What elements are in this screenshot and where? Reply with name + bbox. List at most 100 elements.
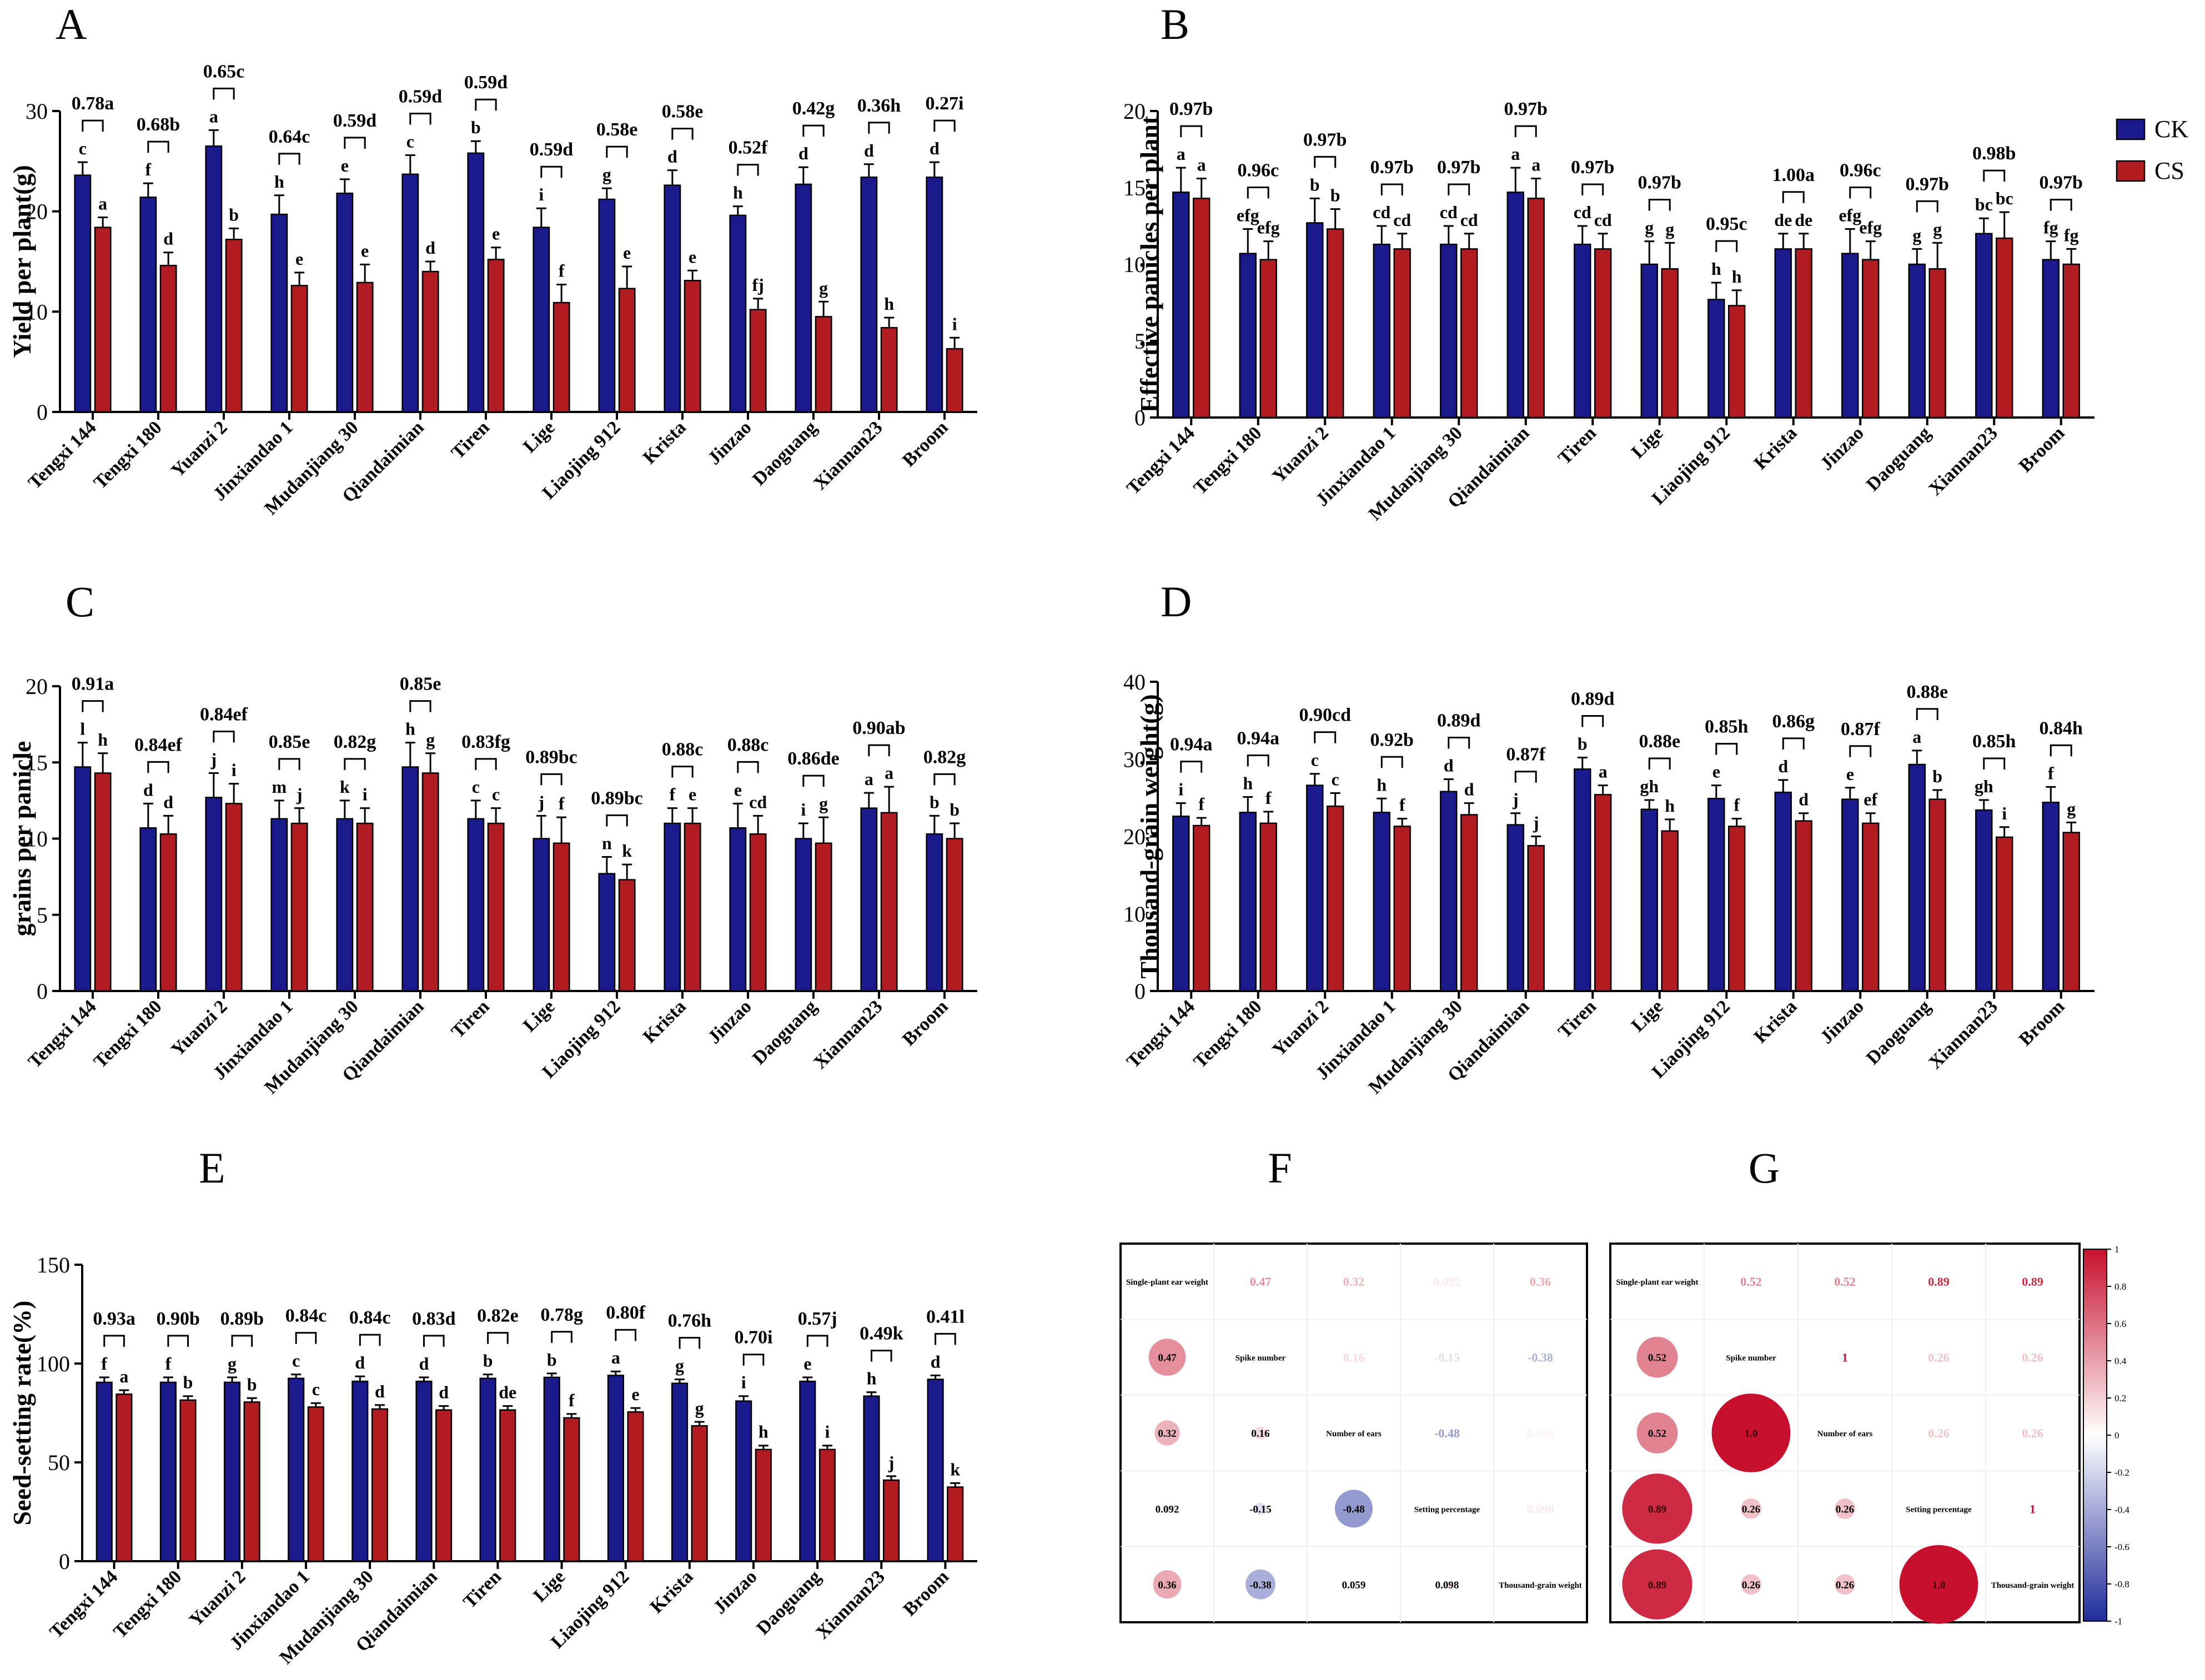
bar-cs: [1327, 805, 1344, 992]
significance-letter: gh: [1975, 776, 1993, 796]
bar-cs: [499, 1409, 516, 1562]
panel-f: F Single-plant ear weight 0.47 0.32 0.092 0.3…: [1119, 1144, 1588, 1623]
comparison-bracket: [278, 758, 300, 770]
y-tick-label: 20: [1123, 99, 1146, 124]
correlation-value-upper: 0.89: [2022, 1275, 2043, 1289]
bar-ck: [1574, 243, 1591, 419]
comparison-bracket: [802, 124, 825, 137]
y-axis-title: Effective panicles per plant: [1135, 115, 1163, 413]
bar-ck: [401, 173, 419, 413]
significance-letter: i: [232, 760, 237, 780]
bar-cs: [815, 316, 832, 413]
ratio-label: 0.58e: [596, 119, 638, 140]
bar-cs: [749, 833, 767, 992]
y-tick-label: 30: [1123, 747, 1146, 772]
bar-ck: [927, 1379, 944, 1562]
bar-ck: [205, 145, 223, 413]
significance-letter: fg: [2064, 225, 2079, 245]
bar-cs: [159, 833, 177, 992]
bar-cs: [2062, 263, 2080, 419]
comparison-bracket: [806, 1335, 828, 1347]
bar-ck: [598, 198, 616, 413]
y-axis-title: grains per panicle: [8, 741, 36, 937]
comparison-bracket: [1448, 736, 1470, 749]
correlation-circle: [1899, 1545, 1978, 1624]
x-tick-label: Broom: [900, 1566, 953, 1620]
correlation-value-upper: 0.36: [1530, 1275, 1551, 1289]
ratio-label: 0.95c: [1706, 214, 1747, 234]
significance-letter: a: [1511, 144, 1520, 164]
bar-ck: [1707, 299, 1725, 419]
colorbar-tick-label: -0.6: [2114, 1542, 2129, 1552]
significance-letter: bc: [1975, 194, 1993, 214]
x-tick-label: Yuanzi 2: [1268, 422, 1332, 486]
significance-letter: i: [363, 784, 368, 804]
bar-ck: [1172, 816, 1190, 992]
x-tick-label: Broom: [2015, 996, 2069, 1050]
significance-letter: d: [355, 1352, 365, 1372]
correlation-value: 0.26: [1742, 1580, 1760, 1591]
significance-letter: h: [1243, 773, 1253, 793]
panel-label: B: [1161, 0, 1189, 48]
y-tick-label: 20: [26, 199, 48, 224]
significance-letter: h: [1377, 774, 1387, 794]
correlation-value: 0.26: [1836, 1503, 1854, 1515]
bar-cs: [1193, 824, 1211, 992]
ratio-label: 0.85e: [400, 674, 441, 695]
significance-letter: d: [1778, 756, 1788, 776]
comparison-bracket: [1180, 761, 1203, 773]
significance-letter: g: [819, 278, 828, 298]
x-tick-label: Xiannan23: [810, 996, 886, 1073]
significance-letter: h: [759, 1422, 769, 1442]
ratio-label: 0.97b: [1571, 157, 1614, 178]
ratio-label: 0.80f: [606, 1302, 646, 1323]
significance-letter: f: [145, 159, 152, 179]
comparison-bracket: [671, 128, 694, 140]
correlation-value: 0.89: [1648, 1580, 1666, 1591]
significance-letter: e: [295, 249, 303, 269]
x-tick-label: Krista: [639, 417, 690, 468]
bar-cs: [290, 822, 308, 992]
ratio-label: 0.83d: [412, 1309, 456, 1329]
bar-cs: [1661, 830, 1679, 992]
bar-cs: [1460, 248, 1478, 419]
x-tick-label: Yuanzi 2: [167, 996, 231, 1060]
bar-ck: [74, 766, 92, 992]
x-tick-label: Yuanzi 2: [185, 1566, 249, 1630]
x-tick-label: Tengxi 180: [1190, 996, 1266, 1072]
ratio-label: 0.97b: [1437, 157, 1480, 178]
comparison-bracket: [213, 87, 235, 100]
bar-cs: [159, 264, 177, 413]
bar-ck: [1908, 263, 1926, 419]
x-tick-label: Broom: [898, 996, 952, 1050]
y-tick-label: 20: [1123, 824, 1146, 849]
colorbar-tick-label: 1: [2114, 1244, 2119, 1255]
legend-label-cs: CS: [2154, 157, 2184, 184]
ratio-label: 0.90b: [157, 1309, 200, 1329]
x-tick-label: Jinzao: [1816, 422, 1868, 474]
significance-letter: i: [801, 799, 806, 819]
significance-letter: j: [888, 1452, 895, 1472]
correlation-circle: [1334, 1490, 1373, 1528]
significance-letter: c: [472, 777, 480, 797]
significance-letter: c: [1311, 750, 1319, 770]
significance-letter: e: [623, 243, 631, 263]
ratio-label: 0.59d: [399, 86, 443, 107]
ratio-label: 0.89bc: [591, 788, 643, 808]
comparison-bracket: [1514, 125, 1537, 138]
variable-label: Setting percentage: [1414, 1505, 1480, 1514]
bar-ck: [1908, 763, 1926, 992]
significance-letter: a: [1531, 154, 1540, 174]
comparison-bracket: [868, 122, 890, 134]
significance-letter: g: [426, 730, 435, 750]
bar-cs: [1327, 228, 1344, 419]
comparison-bracket: [103, 1335, 125, 1347]
y-tick-label: 10: [1123, 252, 1146, 277]
bar-ck: [1841, 253, 1859, 419]
significance-letter: b: [950, 799, 960, 819]
significance-letter: f: [670, 784, 676, 804]
x-tick-label: Lige: [1628, 996, 1667, 1036]
